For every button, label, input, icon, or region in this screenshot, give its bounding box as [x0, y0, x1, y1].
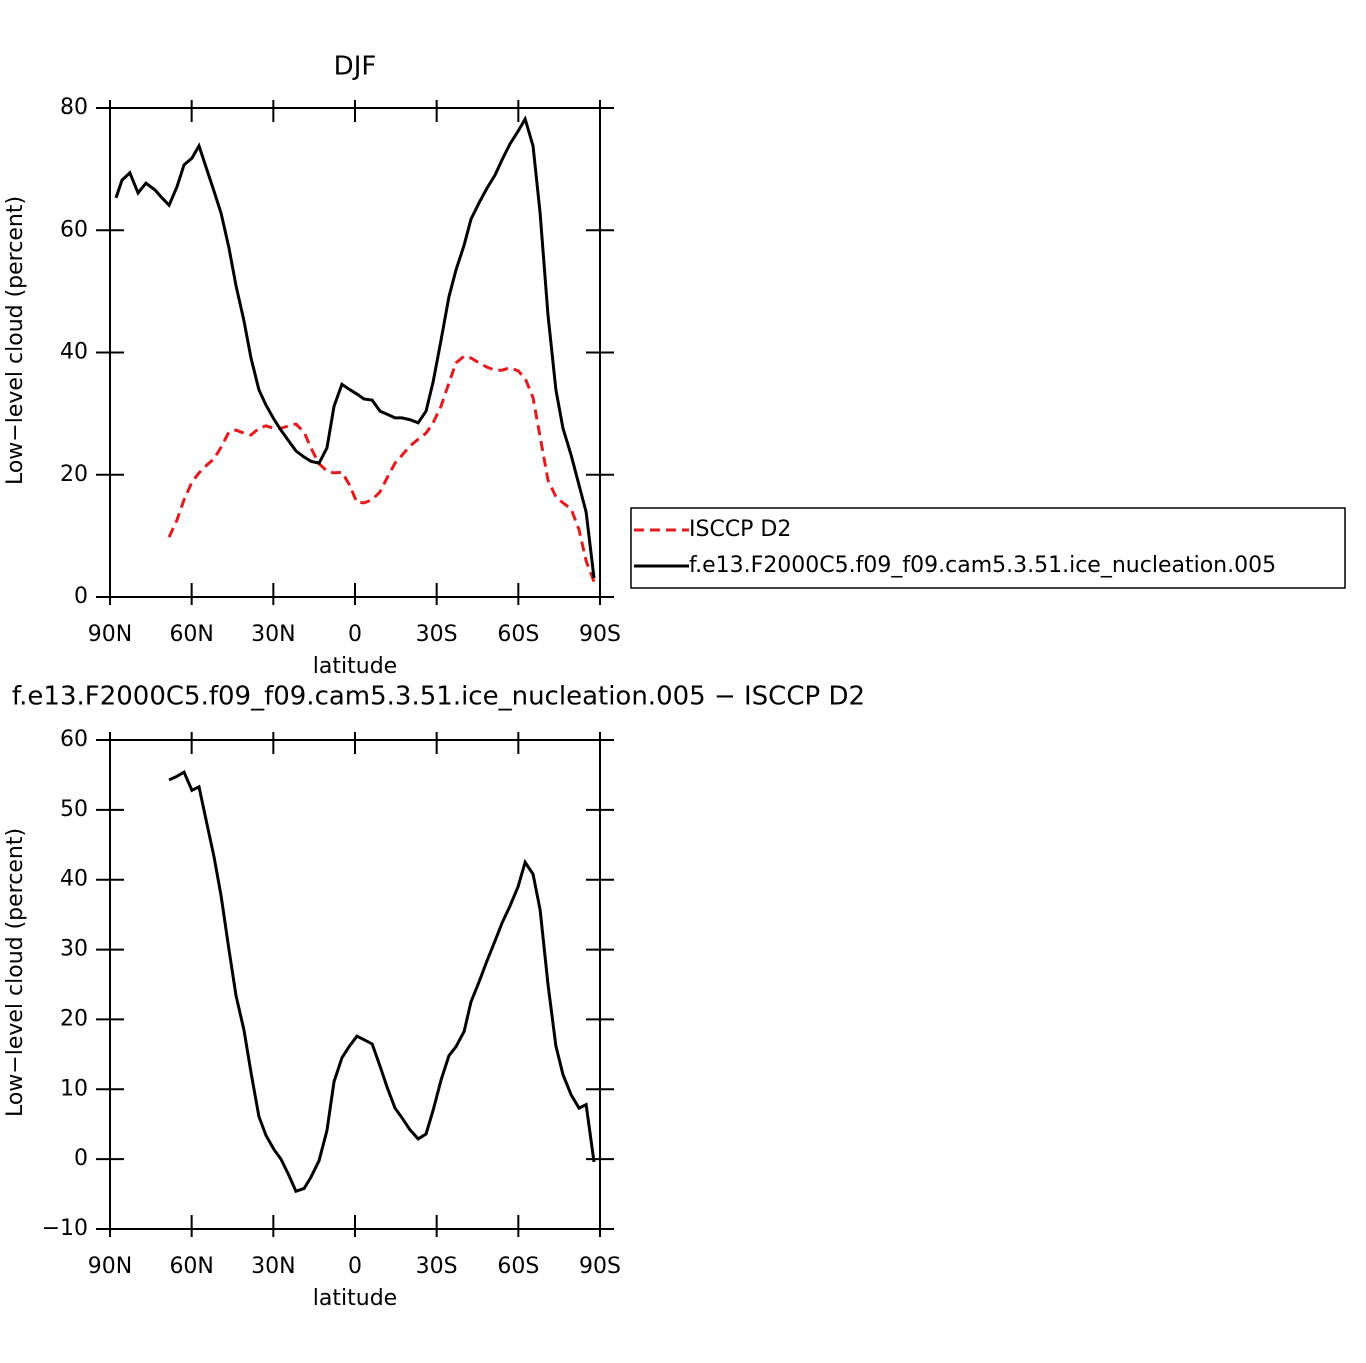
y-tick-label: 0	[74, 1146, 88, 1171]
x-tick-label: 30S	[416, 622, 458, 647]
x-tick-label: 60S	[497, 622, 539, 647]
plot-frame	[109, 107, 601, 598]
y-tick-label: 30	[60, 937, 88, 962]
y-tick-label: 50	[60, 797, 88, 822]
legend-label: f.e13.F2000C5.f09_f09.cam5.3.51.ice_nucl…	[689, 553, 1276, 578]
data-line	[114, 115, 596, 579]
x-axis-label: latitude	[313, 654, 397, 679]
x-axis-label: latitude	[313, 1286, 397, 1311]
data-line	[167, 354, 596, 583]
y-tick-label: 20	[60, 462, 88, 487]
x-tick-label: 90S	[579, 1254, 621, 1279]
y-tick-label: 40	[60, 340, 88, 365]
y-tick-label: 60	[60, 727, 88, 752]
legend-box	[630, 507, 1346, 589]
y-tick-label: 20	[60, 1006, 88, 1031]
chart-title: DJF	[334, 52, 377, 82]
y-tick-label: 0	[74, 584, 88, 609]
x-tick-label: 30N	[251, 1254, 295, 1279]
y-tick-label: 10	[60, 1076, 88, 1101]
x-tick-label: 30N	[251, 622, 295, 647]
x-tick-label: 0	[348, 622, 362, 647]
x-tick-label: 60N	[169, 622, 213, 647]
y-tick-label: 40	[60, 867, 88, 892]
x-tick-label: 90N	[88, 622, 132, 647]
y-tick-label: 80	[60, 95, 88, 120]
plot-frame	[109, 739, 601, 1230]
data-line	[168, 769, 596, 1194]
x-tick-label: 90N	[88, 1254, 132, 1279]
x-tick-label: 90S	[579, 622, 621, 647]
legend-label: ISCCP D2	[689, 517, 791, 542]
x-tick-label: 60S	[497, 1254, 539, 1279]
y-axis-label: Low−level cloud (percent)	[3, 828, 28, 1117]
y-tick-label: −10	[42, 1216, 88, 1241]
y-tick-label: 60	[60, 217, 88, 242]
x-tick-label: 30S	[416, 1254, 458, 1279]
x-tick-label: 60N	[169, 1254, 213, 1279]
x-tick-label: 0	[348, 1254, 362, 1279]
chart-title: f.e13.F2000C5.f09_f09.cam5.3.51.ice_nucl…	[12, 682, 865, 712]
y-axis-label: Low−level cloud (percent)	[3, 196, 28, 485]
